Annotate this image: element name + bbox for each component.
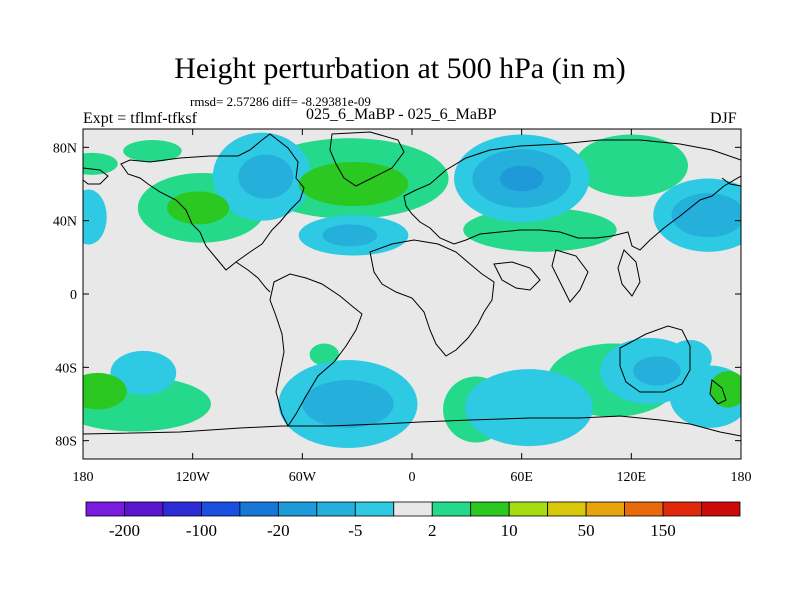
anomaly-positive (83, 372, 127, 410)
colorbar-bin (354, 501, 395, 517)
anomaly-negative (499, 165, 544, 192)
y-tick-label: 80S (55, 435, 77, 450)
y-tick-label: 80N (53, 141, 77, 156)
colorbar-bin (124, 501, 164, 517)
x-tick-label: 60W (289, 470, 317, 485)
season-label: DJF (710, 110, 737, 127)
colorbar: -200 -100 -20 -5 2 10 50 150 (85, 501, 741, 540)
colorbar-bin (508, 501, 549, 517)
coastlines (83, 131, 741, 437)
colorbar-label: -20 (267, 521, 290, 540)
anomaly-negative (238, 154, 294, 199)
colorbar-label: 50 (578, 521, 595, 540)
rmsd-diff-stats: rmsd= 2.57286 diff= -8.29381e-09 (190, 94, 371, 109)
y-tick-label: 40S (55, 361, 77, 376)
colorbar-bin (201, 501, 241, 517)
anomaly-negative (671, 193, 741, 238)
anomaly-positive (309, 343, 339, 366)
colorbar-bin (393, 501, 433, 517)
anomaly-negative (465, 369, 593, 447)
anomaly-negative (633, 356, 681, 386)
x-tick-label: 120E (617, 470, 647, 485)
anomaly-negative (83, 189, 107, 245)
colorbar-bin (239, 501, 279, 517)
colorbar-bin (547, 501, 587, 517)
anomaly-positive (123, 140, 182, 162)
colorbar-label: 10 (501, 521, 518, 540)
x-tick-label: 180 (73, 470, 94, 485)
colorbar-bin (85, 501, 125, 517)
colorbar-label: -5 (348, 521, 362, 540)
y-tick-label: 0 (70, 288, 77, 303)
anomaly-positive (167, 191, 230, 225)
x-tick-label: 0 (409, 470, 416, 485)
anomaly-positive (709, 371, 741, 408)
anomaly-negative (302, 380, 394, 428)
contour-fields (83, 132, 741, 448)
colorbar-bin (701, 501, 741, 517)
colorbar-bin (162, 501, 202, 517)
colorbar-bin (662, 501, 702, 517)
colorbar-label: -100 (186, 521, 217, 540)
x-axis: 180 120W 60W 0 60E 120E 180 (73, 129, 752, 485)
x-tick-label: 60E (510, 470, 533, 485)
y-tick-label: 40N (53, 215, 77, 230)
chart-title: Height perturbation at 500 hPa (in m) (174, 52, 626, 85)
anomaly-negative (322, 224, 378, 247)
colorbar-bin (470, 501, 510, 517)
colorbar-label: -200 (109, 521, 140, 540)
x-tick-label: 180 (731, 470, 752, 485)
colorbar-bin (316, 501, 356, 517)
colorbar-bin (624, 501, 664, 517)
colorbar-label: 2 (428, 521, 437, 540)
case-label: 025_6_MaBP - 025_6_MaBP (306, 106, 497, 123)
experiment-label: Expt = tflmf-tfksf (83, 110, 197, 127)
anomaly-positive (574, 134, 688, 197)
x-tick-label: 120W (176, 470, 211, 485)
colorbar-bin (585, 501, 625, 517)
anomaly-negative (110, 350, 177, 395)
y-axis: 80N 40N 0 40S 80S (53, 141, 741, 450)
colorbar-bin (431, 501, 472, 517)
colorbar-label: 150 (650, 521, 676, 540)
colorbar-bin (277, 501, 318, 517)
